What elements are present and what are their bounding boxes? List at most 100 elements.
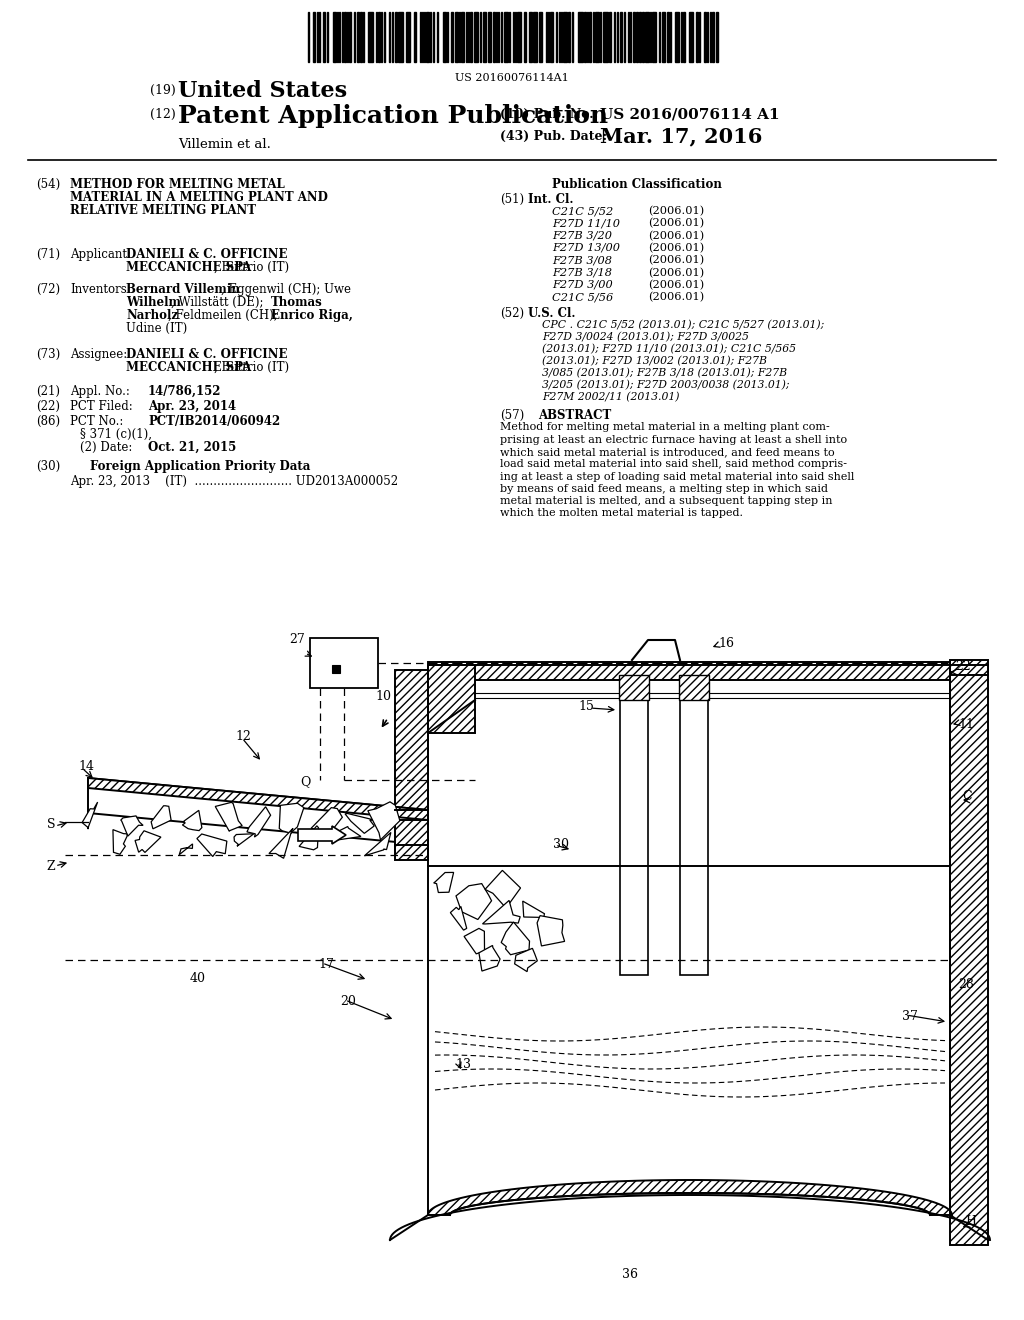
Bar <box>683 12 685 62</box>
Polygon shape <box>515 948 538 972</box>
Text: Thomas: Thomas <box>271 296 323 309</box>
Polygon shape <box>456 883 492 920</box>
Text: 30: 30 <box>553 838 569 851</box>
Bar <box>568 12 570 62</box>
Polygon shape <box>479 945 500 972</box>
Text: Appl. No.:: Appl. No.: <box>70 385 130 399</box>
Text: Oct. 21, 2015: Oct. 21, 2015 <box>148 441 237 454</box>
Polygon shape <box>299 826 318 850</box>
Bar <box>645 12 649 62</box>
Bar <box>332 665 340 673</box>
Text: 3/205 (2013.01); F27D 2003/0038 (2013.01);: 3/205 (2013.01); F27D 2003/0038 (2013.01… <box>542 380 790 391</box>
Bar <box>534 12 537 62</box>
Text: 28: 28 <box>958 978 974 991</box>
Bar <box>443 12 446 62</box>
Bar <box>620 12 622 62</box>
Text: 37: 37 <box>902 1010 918 1023</box>
Polygon shape <box>247 807 270 837</box>
Bar <box>639 12 641 62</box>
Text: which said metal material is introduced, and feed means to: which said metal material is introduced,… <box>500 447 835 457</box>
Text: CPC . C21C 5/52 (2013.01); C21C 5/527 (2013.01);: CPC . C21C 5/52 (2013.01); C21C 5/527 (2… <box>542 321 824 331</box>
Text: § 371 (c)(1),: § 371 (c)(1), <box>80 428 152 441</box>
Text: (57): (57) <box>500 409 524 422</box>
Bar <box>667 12 669 62</box>
Text: F27D 3/0024 (2013.01); F27D 3/0025: F27D 3/0024 (2013.01); F27D 3/0025 <box>542 333 749 343</box>
Bar <box>517 12 521 62</box>
Polygon shape <box>522 902 545 917</box>
Text: MECCANICHE SPA: MECCANICHE SPA <box>126 360 251 374</box>
Text: F27B 3/20: F27B 3/20 <box>552 231 612 240</box>
Bar <box>395 840 428 850</box>
Text: Apr. 23, 2013    (IT)  .......................... UD2013A000052: Apr. 23, 2013 (IT) .....................… <box>70 475 398 488</box>
Bar <box>395 12 397 62</box>
Bar <box>589 12 591 62</box>
Text: (2006.01): (2006.01) <box>648 206 705 216</box>
Polygon shape <box>538 916 564 946</box>
Bar <box>470 12 472 62</box>
Bar <box>414 12 416 62</box>
Text: US 2016/0076114 A1: US 2016/0076114 A1 <box>600 108 779 121</box>
Bar <box>483 12 486 62</box>
Polygon shape <box>331 826 360 841</box>
Text: (73): (73) <box>36 348 60 360</box>
Bar <box>675 12 679 62</box>
Text: Apr. 23, 2014: Apr. 23, 2014 <box>148 400 237 413</box>
Polygon shape <box>451 907 467 931</box>
Bar <box>395 820 428 861</box>
Text: 36: 36 <box>622 1269 638 1280</box>
Polygon shape <box>280 804 304 833</box>
Text: (43) Pub. Date:: (43) Pub. Date: <box>500 129 607 143</box>
Bar <box>378 12 380 62</box>
Text: prising at least an electric furnace having at least a shell into: prising at least an electric furnace hav… <box>500 434 847 445</box>
Text: , Feldmeilen (CH);: , Feldmeilen (CH); <box>168 309 282 322</box>
Polygon shape <box>464 928 484 954</box>
Text: 11: 11 <box>958 718 974 731</box>
Text: DANIELI & C. OFFICINE: DANIELI & C. OFFICINE <box>126 248 288 261</box>
Text: load said metal material into said shell, said method compris-: load said metal material into said shell… <box>500 459 847 470</box>
Text: Method for melting metal material in a melting plant com-: Method for melting metal material in a m… <box>500 422 829 433</box>
Text: Patent Application Publication: Patent Application Publication <box>178 104 608 128</box>
Text: (54): (54) <box>36 178 60 191</box>
Text: US 20160076114A1: US 20160076114A1 <box>455 73 569 83</box>
Polygon shape <box>311 808 342 832</box>
Text: which the molten metal material is tapped.: which the molten metal material is tappe… <box>500 508 743 519</box>
Bar <box>563 12 567 62</box>
Bar <box>344 12 346 62</box>
Bar <box>428 663 950 680</box>
Text: (2013.01); F27D 11/10 (2013.01); C21C 5/565: (2013.01); F27D 11/10 (2013.01); C21C 5/… <box>542 345 796 355</box>
Text: H: H <box>965 1214 976 1228</box>
Bar <box>368 12 373 62</box>
Text: (52): (52) <box>500 308 524 321</box>
Polygon shape <box>269 829 293 858</box>
Text: Assignee:: Assignee: <box>70 348 127 360</box>
Text: 13: 13 <box>455 1059 471 1071</box>
Bar <box>323 12 325 62</box>
Text: MATERIAL IN A MELTING PLANT AND: MATERIAL IN A MELTING PLANT AND <box>70 191 328 205</box>
Bar <box>461 12 464 62</box>
Text: by means of said feed means, a melting step in which said: by means of said feed means, a melting s… <box>500 484 828 494</box>
Text: (2006.01): (2006.01) <box>648 280 705 290</box>
Text: Narholz: Narholz <box>126 309 178 322</box>
Text: (2006.01): (2006.01) <box>648 268 705 277</box>
Bar <box>609 12 611 62</box>
Text: United States: United States <box>178 81 347 102</box>
Text: (30): (30) <box>36 459 60 473</box>
Bar <box>428 693 950 698</box>
Bar <box>406 12 410 62</box>
Bar <box>716 12 718 62</box>
Bar <box>620 680 648 975</box>
Text: (2006.01): (2006.01) <box>648 255 705 265</box>
Text: 12: 12 <box>234 730 251 743</box>
Text: (2006.01): (2006.01) <box>648 292 705 302</box>
Bar <box>395 671 428 810</box>
Text: U.S. Cl.: U.S. Cl. <box>528 308 575 321</box>
Text: Mar. 17, 2016: Mar. 17, 2016 <box>600 125 763 147</box>
Text: (86): (86) <box>36 414 60 428</box>
Bar <box>642 12 644 62</box>
Bar <box>578 12 583 62</box>
Text: , Buttrio (IT): , Buttrio (IT) <box>214 261 289 275</box>
Text: (22): (22) <box>36 400 60 413</box>
Polygon shape <box>485 870 520 908</box>
Bar <box>428 665 475 733</box>
Bar <box>474 12 478 62</box>
